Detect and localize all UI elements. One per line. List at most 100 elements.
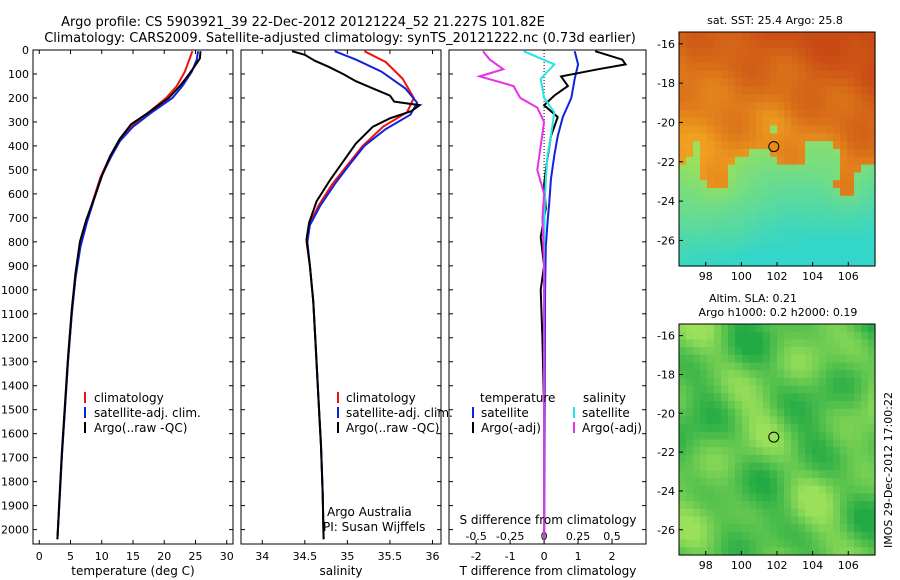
map-cell	[686, 524, 694, 533]
depth-tick-label: 700	[8, 212, 29, 225]
map-cell	[742, 141, 750, 150]
map-cell	[798, 331, 806, 340]
map-cell	[749, 102, 757, 111]
map-cell	[721, 47, 729, 56]
x-tick-label: 0	[541, 550, 548, 563]
map-cell	[728, 133, 736, 142]
map-cell	[721, 117, 729, 127]
map-cell	[847, 164, 855, 173]
lon-tick-label: 98	[699, 559, 713, 572]
map-cell	[861, 250, 869, 259]
map-cell	[679, 219, 687, 228]
map-cell	[728, 32, 736, 41]
map-cell	[861, 377, 869, 387]
map-cell	[833, 331, 841, 340]
map-cell	[742, 324, 750, 333]
map-cell	[693, 408, 701, 417]
map-cell	[756, 493, 764, 502]
map-cell	[756, 250, 764, 259]
map-cell	[847, 416, 855, 425]
map-cell	[868, 408, 876, 417]
map-cell	[854, 501, 862, 510]
map-cell	[714, 408, 722, 417]
map-cell	[847, 516, 855, 525]
map-cell	[840, 424, 848, 433]
map-cell	[777, 339, 785, 348]
map-cell	[700, 447, 708, 456]
map-cell	[756, 431, 764, 441]
map-cell	[742, 470, 750, 479]
map-cell	[763, 149, 771, 158]
map-cell	[777, 63, 785, 72]
map-cell	[679, 203, 687, 212]
map-cell	[812, 203, 820, 212]
map-cell	[700, 188, 708, 197]
map-cell	[777, 385, 785, 394]
map-cell	[812, 55, 820, 64]
map-cell	[735, 493, 743, 502]
map-cell	[735, 86, 743, 95]
map-cell	[735, 125, 743, 134]
s-tick-label: 0.5	[603, 530, 621, 543]
map-cell	[868, 78, 876, 88]
map-cell	[847, 242, 855, 251]
map-cell	[721, 485, 729, 494]
map-cell	[707, 362, 715, 371]
depth-tick-label: 400	[8, 140, 29, 153]
map-cell	[686, 55, 694, 64]
map-cell	[756, 86, 764, 95]
map-cell	[763, 117, 771, 127]
map-cell	[686, 439, 694, 448]
map-cell	[826, 439, 834, 448]
map-cell	[868, 102, 876, 111]
map-cell	[749, 454, 757, 464]
map-cell	[749, 32, 757, 41]
map-cell	[868, 424, 876, 433]
map-cell	[721, 203, 729, 212]
map-cell	[791, 324, 799, 333]
map-cell	[791, 86, 799, 95]
map-cell	[812, 347, 820, 356]
map-cell	[819, 354, 827, 364]
map-cell	[756, 78, 764, 88]
map-cell	[756, 55, 764, 64]
map-cell	[868, 156, 876, 166]
map-cell	[854, 547, 862, 556]
map-cell	[854, 462, 862, 471]
map-cell	[805, 331, 813, 340]
map-cell	[756, 393, 764, 402]
map-cell	[742, 180, 750, 189]
map-cell	[728, 416, 736, 425]
map-cell	[742, 454, 750, 464]
map-cell	[791, 172, 799, 181]
map-cell	[847, 447, 855, 456]
map-cell	[840, 454, 848, 464]
map-cell	[819, 347, 827, 356]
map-cell	[819, 416, 827, 425]
map-cell	[784, 393, 792, 402]
map-cell	[700, 493, 708, 502]
map-cell	[693, 508, 701, 518]
map-cell	[686, 493, 694, 502]
map-cell	[707, 258, 715, 267]
map-cell	[770, 524, 778, 533]
map-cell	[686, 78, 694, 88]
map-cell	[826, 32, 834, 41]
map-cell	[686, 102, 694, 111]
map-cell	[770, 164, 778, 173]
map-cell	[686, 219, 694, 228]
map-cell	[749, 117, 757, 127]
map-cell	[840, 431, 848, 441]
map-cell	[861, 149, 869, 158]
map-cell	[693, 462, 701, 471]
map-cell	[868, 447, 876, 456]
map-cell	[840, 370, 848, 379]
map-cell	[805, 188, 813, 197]
map-cell	[833, 32, 841, 41]
depth-tick-label: 1500	[1, 404, 29, 417]
map-cell	[686, 172, 694, 181]
map-cell	[700, 32, 708, 41]
map-cell	[847, 424, 855, 433]
map-cell	[707, 242, 715, 251]
map-cell	[861, 133, 869, 142]
